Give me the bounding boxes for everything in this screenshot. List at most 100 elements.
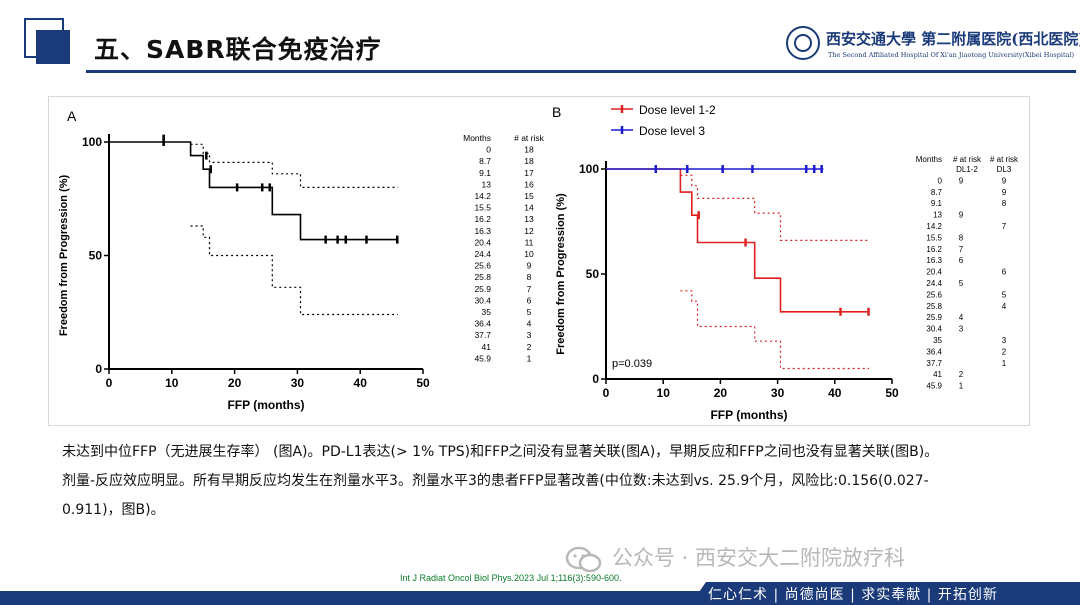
risk-table-subheader: DL1-2 — [956, 165, 978, 174]
survival-curve — [606, 168, 870, 313]
risk-table-cell: 3 — [527, 330, 532, 340]
x-tick-label: 10 — [165, 376, 179, 390]
risk-table-cell: 15.5 — [474, 203, 491, 213]
risk-table-cell: 9.1 — [479, 168, 491, 178]
risk-table-cell: 7 — [959, 245, 964, 254]
y-tick-label: 50 — [586, 267, 600, 281]
hospital-name-cn: 西安交通大學 第二附属医院(西北医院) — [826, 30, 1080, 48]
x-axis-label: FFP (months) — [227, 398, 304, 412]
y-axis-label: Freedom from Progression (%) — [58, 174, 70, 336]
risk-table-cell: 9 — [527, 261, 532, 271]
risk-table-cell: 6 — [527, 295, 532, 305]
risk-table-cell: 41 — [933, 370, 942, 379]
risk-table-cell: 16 — [524, 179, 534, 189]
risk-table-cell: 13 — [482, 179, 492, 189]
y-tick-label: 0 — [592, 372, 599, 386]
risk-table-cell: 8 — [527, 272, 532, 282]
title-underline — [86, 70, 1076, 73]
risk-table-cell: 9 — [959, 211, 964, 220]
risk-table-cell: 6 — [1002, 268, 1007, 277]
figure-panel: 0 10 20 30 40 50 0 50 100 FFP (months) Freedom fro… — [48, 96, 1030, 426]
ci-band-line — [190, 143, 398, 189]
risk-table-cell: 2 — [527, 342, 532, 352]
x-tick-label: 30 — [771, 386, 785, 400]
risk-table-cell: 35 — [933, 336, 942, 345]
risk-table-cell: 13 — [524, 214, 534, 224]
ci-band-line — [680, 174, 870, 241]
risk-table-cell: 17 — [524, 168, 534, 178]
risk-table-cell: 16.2 — [474, 214, 491, 224]
risk-table-cell: 2 — [1002, 347, 1007, 356]
risk-table-cell: 45.9 — [474, 353, 491, 363]
risk-table-cell: 25.9 — [926, 313, 942, 322]
x-tick-label: 10 — [657, 386, 671, 400]
x-tick-label: 20 — [714, 386, 728, 400]
x-tick-label: 30 — [291, 376, 305, 390]
risk-table-cell: 7 — [527, 284, 532, 294]
risk-table-cell: 1 — [959, 382, 964, 391]
risk-table-cell: 25.6 — [474, 261, 491, 271]
risk-table-cell: 36.4 — [926, 347, 942, 356]
risk-table-cell: 30.4 — [474, 295, 491, 305]
risk-table-cell: 18 — [524, 145, 534, 155]
legend-label: Dose level 3 — [639, 124, 705, 138]
watermark-text: 公众号 · 西安交大二附院放疗科 — [612, 546, 906, 570]
footer-bar — [0, 582, 1080, 605]
risk-table-header: # at risk — [514, 133, 545, 143]
risk-table-cell: 9 — [959, 176, 964, 185]
risk-table-cell: 5 — [959, 279, 964, 288]
x-tick-label: 40 — [828, 386, 842, 400]
risk-table-cell: 5 — [527, 307, 532, 317]
risk-table-cell: 36.4 — [474, 319, 491, 329]
x-axis-label: FFP (months) — [710, 408, 787, 422]
risk-table-cell: 20.4 — [474, 237, 491, 247]
risk-table-cell: 3 — [959, 325, 964, 334]
risk-table-cell: 37.7 — [474, 330, 491, 340]
caption-line-3: 0.911)，图B)。 — [62, 502, 165, 518]
risk-table-cell: 24.4 — [474, 249, 491, 259]
risk-table-cell: 14.2 — [474, 191, 491, 201]
hospital-name-en: The Second Affiliated Hospital Of Xi'an … — [828, 51, 1075, 59]
risk-table-cell: 15 — [524, 191, 534, 201]
citation: Int J Radiat Oncol Biol Phys.2023 Jul 1;… — [400, 573, 622, 583]
caption-line-1: 未达到中位FFP（无进展生存率） (图A)。PD-L1表达(> 1% TPS)和… — [62, 444, 939, 460]
risk-table-cell: 45.9 — [926, 382, 942, 391]
corner-decoration — [24, 18, 70, 64]
risk-table-header: # at risk — [953, 155, 982, 164]
legend-label: Dose level 1-2 — [639, 103, 716, 117]
risk-table-cell: 16.3 — [926, 256, 942, 265]
risk-table-header: Months — [463, 133, 491, 143]
risk-table-cell: 14.2 — [926, 222, 942, 231]
risk-table-cell: 8 — [959, 233, 964, 242]
x-tick-label: 0 — [106, 376, 113, 390]
risk-table-cell: 8 — [1002, 199, 1007, 208]
risk-table-cell: 2 — [959, 370, 964, 379]
y-tick-label: 100 — [82, 135, 102, 149]
risk-table-cell: 5 — [1002, 290, 1007, 299]
x-tick-label: 50 — [885, 386, 899, 400]
risk-table-cell: 15.5 — [926, 233, 942, 242]
survival-curve — [109, 141, 398, 241]
risk-table-cell: 35 — [482, 307, 492, 317]
risk-table-subheader: DL3 — [997, 165, 1012, 174]
caption-line-2: 剂量-反应效应明显。所有早期反应均发生在剂量水平3。剂量水平3的患者FFP显著改… — [62, 473, 929, 489]
risk-table-cell: 4 — [1002, 302, 1007, 311]
risk-table-cell: 18 — [524, 156, 534, 166]
risk-table-cell: 37.7 — [926, 359, 942, 368]
risk-table-cell: 6 — [959, 256, 964, 265]
risk-table-cell: 9.1 — [931, 199, 943, 208]
risk-table-cell: 7 — [1002, 222, 1007, 231]
hospital-logo-icon — [786, 26, 820, 60]
risk-table-cell: 1 — [527, 353, 532, 363]
slide-title: 五、SABR联合免疫治疗 — [94, 35, 382, 64]
risk-table-cell: 10 — [524, 249, 534, 259]
risk-table-cell: 30.4 — [926, 325, 942, 334]
p-value-annotation: p=0.039 — [612, 358, 652, 370]
risk-table-cell: 25.8 — [926, 302, 942, 311]
risk-table-cell: 16.3 — [474, 226, 491, 236]
x-tick-label: 50 — [416, 376, 430, 390]
risk-table-cell: 25.9 — [474, 284, 491, 294]
risk-table-cell: 20.4 — [926, 268, 942, 277]
risk-table-cell: 0 — [486, 145, 491, 155]
